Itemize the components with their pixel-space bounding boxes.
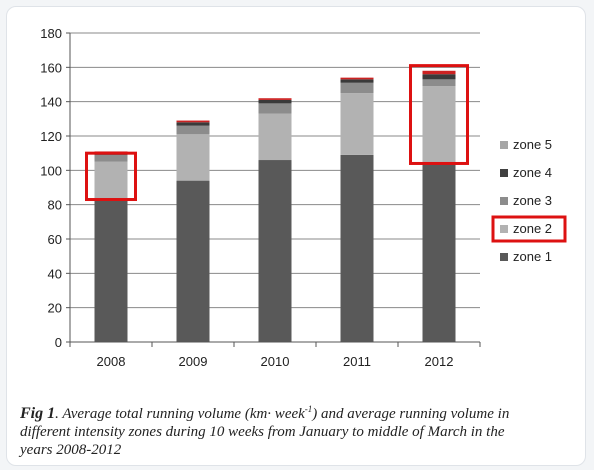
legend-swatch [500,197,508,205]
caption-text-start: . Average total running volume (km· week [55,406,305,422]
legend-swatch [500,141,508,149]
legend-highlight-box [491,215,567,243]
bar-segment [258,98,292,100]
highlight-box [85,151,137,202]
legend-swatch [500,225,508,233]
bar-segment [258,99,292,104]
bar-segment [176,125,210,135]
y-tick-label: 100 [40,163,62,178]
y-tick-label: 40 [48,266,62,281]
bar-segment [176,120,210,123]
bar-segment [340,154,374,342]
x-axis: 2008 2009 2010 2011 2012 [69,341,481,369]
x-tick-label: 2008 [97,354,126,369]
y-tick-label: 120 [40,129,62,144]
caption-text-end: ) and average running volume in differen… [20,406,510,458]
legend-label: zone 5 [513,137,552,152]
figure-caption: Fig 1. Average total running volume (km·… [20,400,540,459]
legend: zone 5 zone 4 zone 3 zone 2 zone 1 [491,137,567,264]
legend-swatch [500,253,508,261]
x-tick-label: 2012 [425,354,454,369]
legend-label: zone 1 [513,249,552,264]
bar-segment [422,163,456,342]
y-tick-label: 160 [40,60,62,75]
bar-segment [340,93,374,155]
bar-segment [340,82,374,94]
bar-segment [340,79,374,83]
bar-segment [176,134,210,181]
legend-label: zone 3 [513,193,552,208]
bar-segment [94,154,128,162]
y-tick-label: 180 [40,26,62,41]
bar-segment [258,103,292,114]
x-tick-label: 2009 [179,354,208,369]
y-tick-label: 0 [55,335,62,350]
bars [94,70,456,342]
bar-segment [340,77,374,80]
bar-segment [258,113,292,161]
legend-label: zone 4 [513,165,552,180]
caption-unit-superscript: -1 [304,404,313,414]
bar-segment [94,199,128,342]
bar-segment [422,70,456,75]
bar-segment [422,79,456,87]
legend-swatch [500,169,508,177]
caption-figure-label: Fig 1 [20,405,56,422]
x-tick-label: 2011 [343,354,371,369]
bar-segment [176,180,210,342]
y-tick-label: 140 [40,95,62,110]
bar-segment [422,86,456,164]
y-tick-label: 80 [48,198,62,213]
bar-segment [94,161,128,200]
highlight-boxes [85,64,469,202]
bar-segment [422,74,456,80]
bar-segment [176,122,210,126]
y-tick-label: 20 [48,301,62,316]
legend-label: zone 2 [513,221,552,236]
y-axis: 0 20 40 60 80 100 120 140 160 180 [40,26,71,350]
y-tick-label: 60 [48,232,62,247]
highlight-box [409,64,469,165]
bar-segment [258,160,292,342]
x-tick-label: 2010 [261,354,290,369]
stacked-bar-chart: 0 20 40 60 80 100 120 140 160 180 2008 2009 2010 201… [40,26,567,369]
